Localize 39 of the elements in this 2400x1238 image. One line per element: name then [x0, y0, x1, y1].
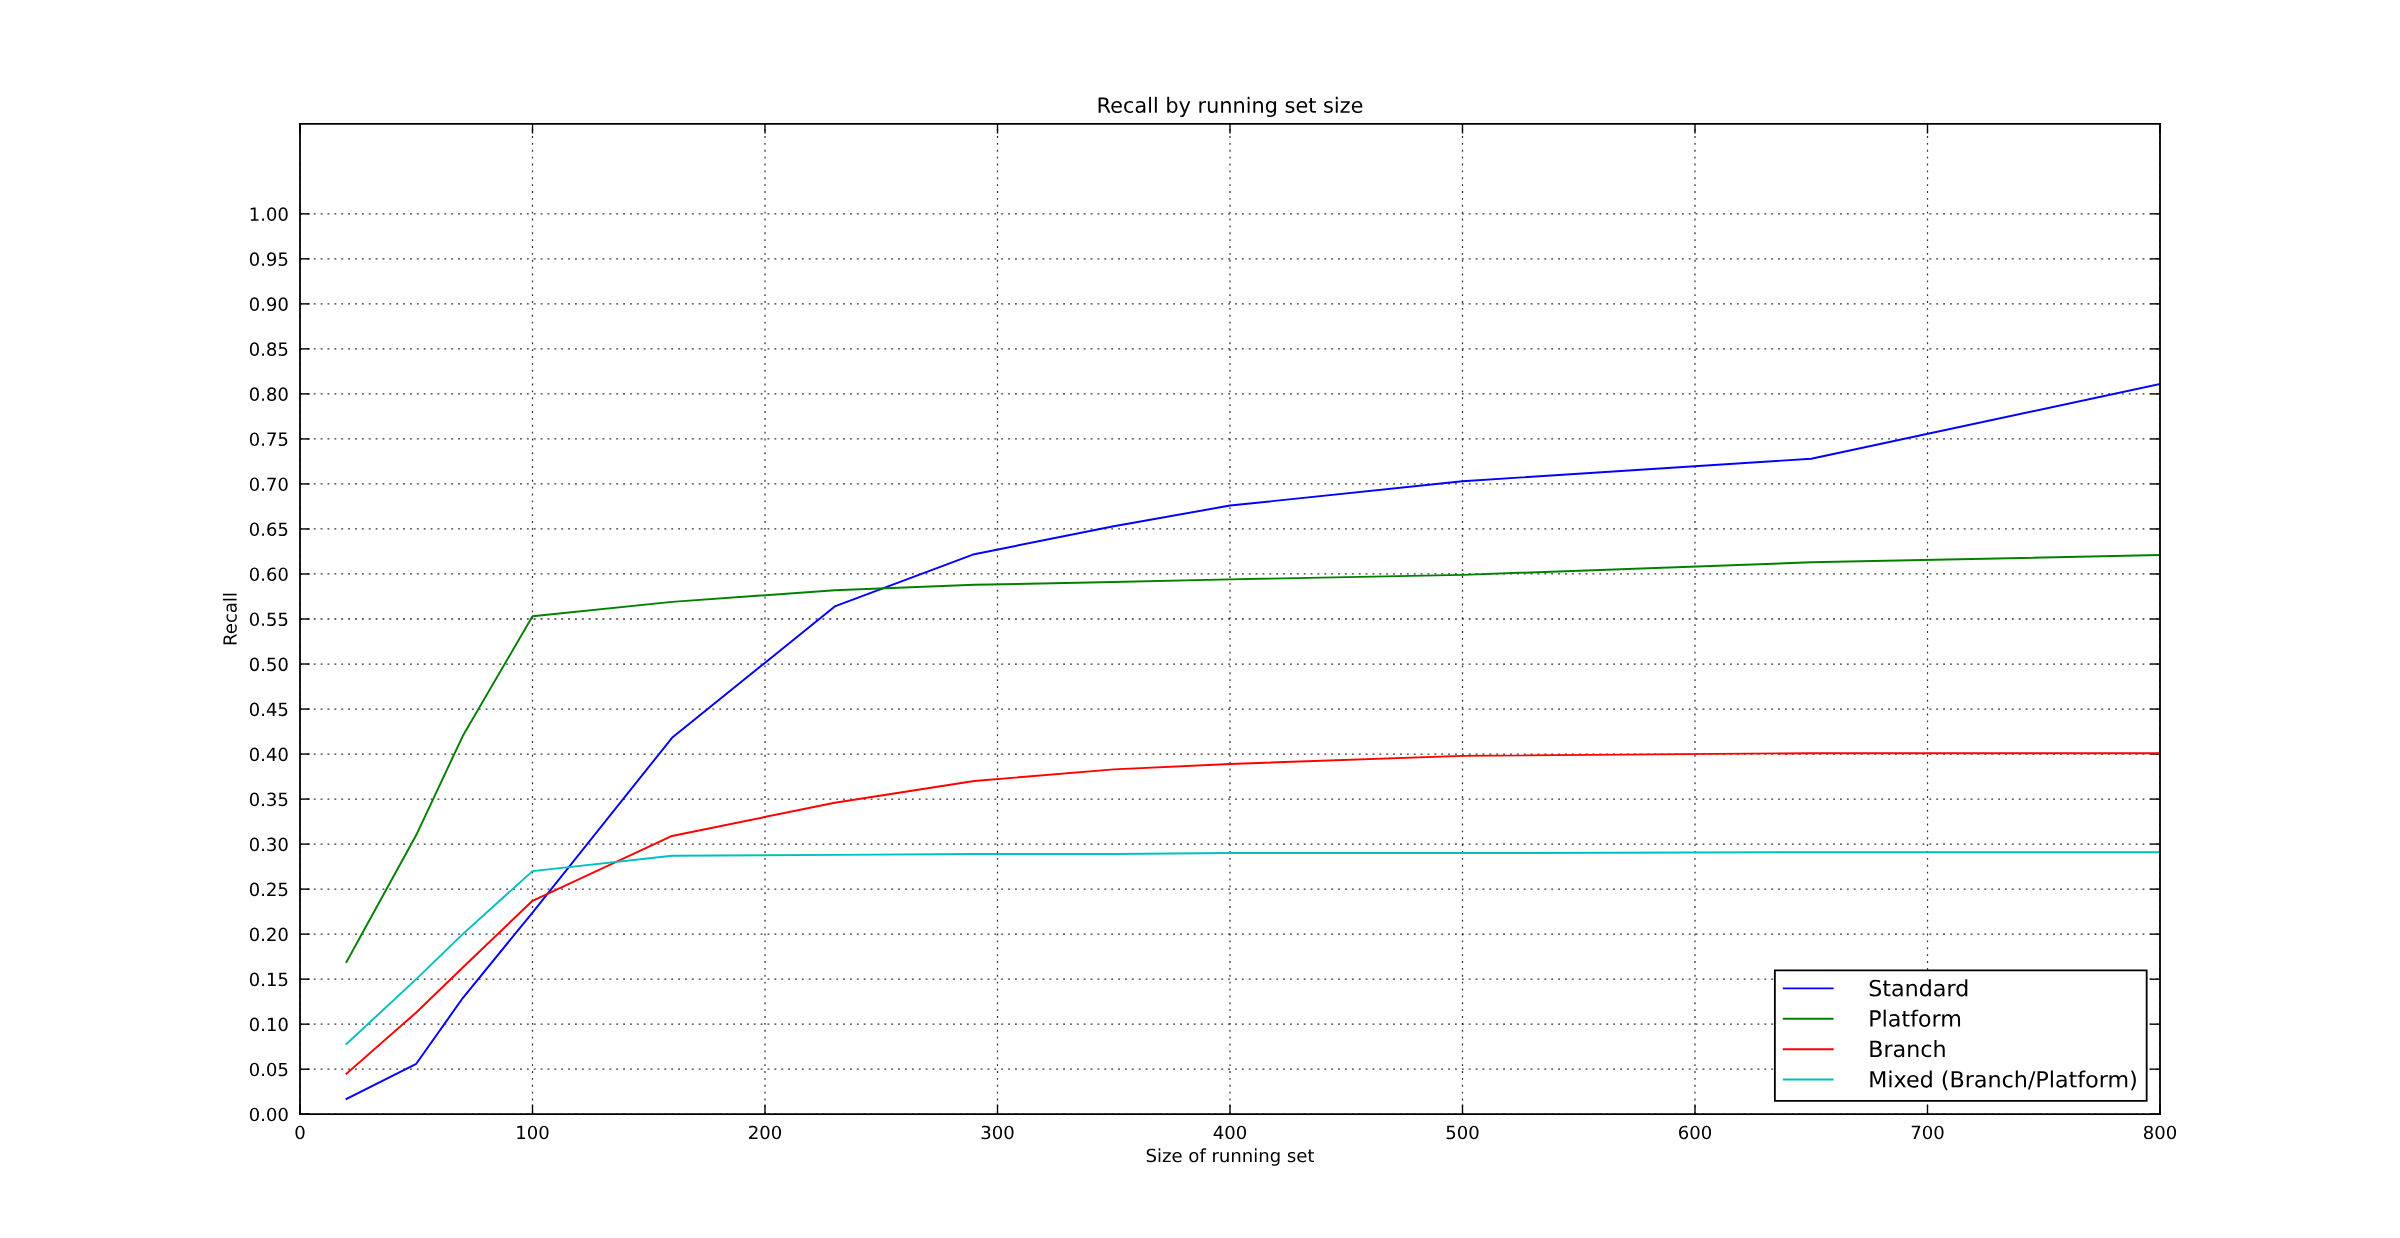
- chart-title: Recall by running set size: [1098, 96, 1363, 118]
- y-tick-label: 0.35: [249, 792, 288, 807]
- x-tick-label: 800: [2143, 1125, 2177, 1140]
- y-tick-label: 0.10: [249, 1017, 288, 1032]
- x-tick-label: 700: [1911, 1125, 1944, 1140]
- y-tick-label: 0.00: [249, 1107, 288, 1122]
- x-tick-label: 400: [1213, 1125, 1247, 1140]
- y-tick-label: 0.20: [249, 927, 288, 942]
- line-series: [345, 554, 2160, 964]
- y-tick-label: 0.95: [249, 252, 288, 266]
- y-tick-label: 1.00: [250, 207, 288, 221]
- legend-label: Branch: [1870, 1040, 1945, 1058]
- x-tick-label: 600: [1679, 1125, 1712, 1140]
- y-tick-label: 0.90: [249, 297, 288, 311]
- x-tick-label: 0: [295, 1125, 305, 1140]
- y-tick-label: 0.45: [249, 702, 288, 717]
- y-tick-label: 0.40: [249, 747, 288, 762]
- y-axis-title: Recall: [222, 593, 237, 645]
- legend-label: Platform: [1870, 1009, 1961, 1027]
- y-tick-label: 0.25: [249, 882, 288, 897]
- y-tick-label: 0.70: [249, 477, 288, 492]
- x-tick-label: 100: [517, 1125, 549, 1140]
- y-tick-label: 0.60: [249, 567, 288, 582]
- y-tick-label: 0.50: [249, 657, 288, 672]
- legend-label: Mixed (Branch/Platform): [1870, 1070, 2136, 1091]
- y-tick-label: 0.75: [249, 432, 288, 447]
- x-tick-label: 300: [981, 1125, 1014, 1140]
- y-tick-label: 0.65: [249, 522, 288, 537]
- line-series: [345, 383, 2160, 1100]
- y-tick-label: 0.80: [249, 387, 288, 402]
- y-tick-label: 0.30: [249, 837, 288, 852]
- y-tick-label: 0.05: [249, 1062, 288, 1077]
- x-tick-label: 200: [749, 1125, 782, 1140]
- y-tick-label: 0.85: [249, 342, 288, 357]
- y-tick-label: 0.55: [249, 612, 288, 627]
- x-axis-title: Size of running set: [1146, 1148, 1315, 1166]
- y-tick-label: 0.15: [249, 972, 288, 987]
- legend-label: Standard: [1869, 979, 1968, 997]
- x-tick-label: 500: [1446, 1125, 1479, 1140]
